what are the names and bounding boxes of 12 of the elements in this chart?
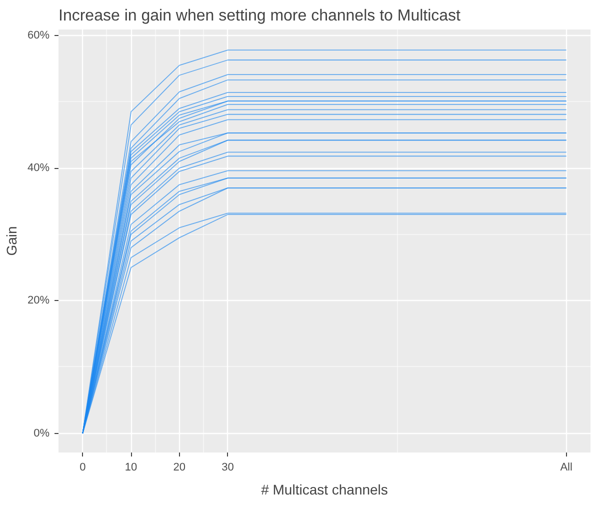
x-tick-label: 10: [124, 462, 138, 474]
x-tick-label: 20: [173, 462, 186, 474]
y-tick-label: 0%: [34, 427, 50, 440]
x-axis-title: # Multicast channels: [261, 482, 388, 498]
y-tick-label: 40%: [27, 162, 50, 174]
y-tick-label: 20%: [27, 294, 50, 307]
x-tick-label: 0: [80, 462, 86, 474]
x-tick-label: 30: [222, 462, 234, 474]
y-tick-label: 60%: [27, 29, 50, 42]
chart-title: Increase in gain when setting more channels to Multicast: [58, 8, 462, 24]
x-tick-label: All: [560, 462, 572, 474]
y-axis-title: Gain: [3, 226, 20, 256]
